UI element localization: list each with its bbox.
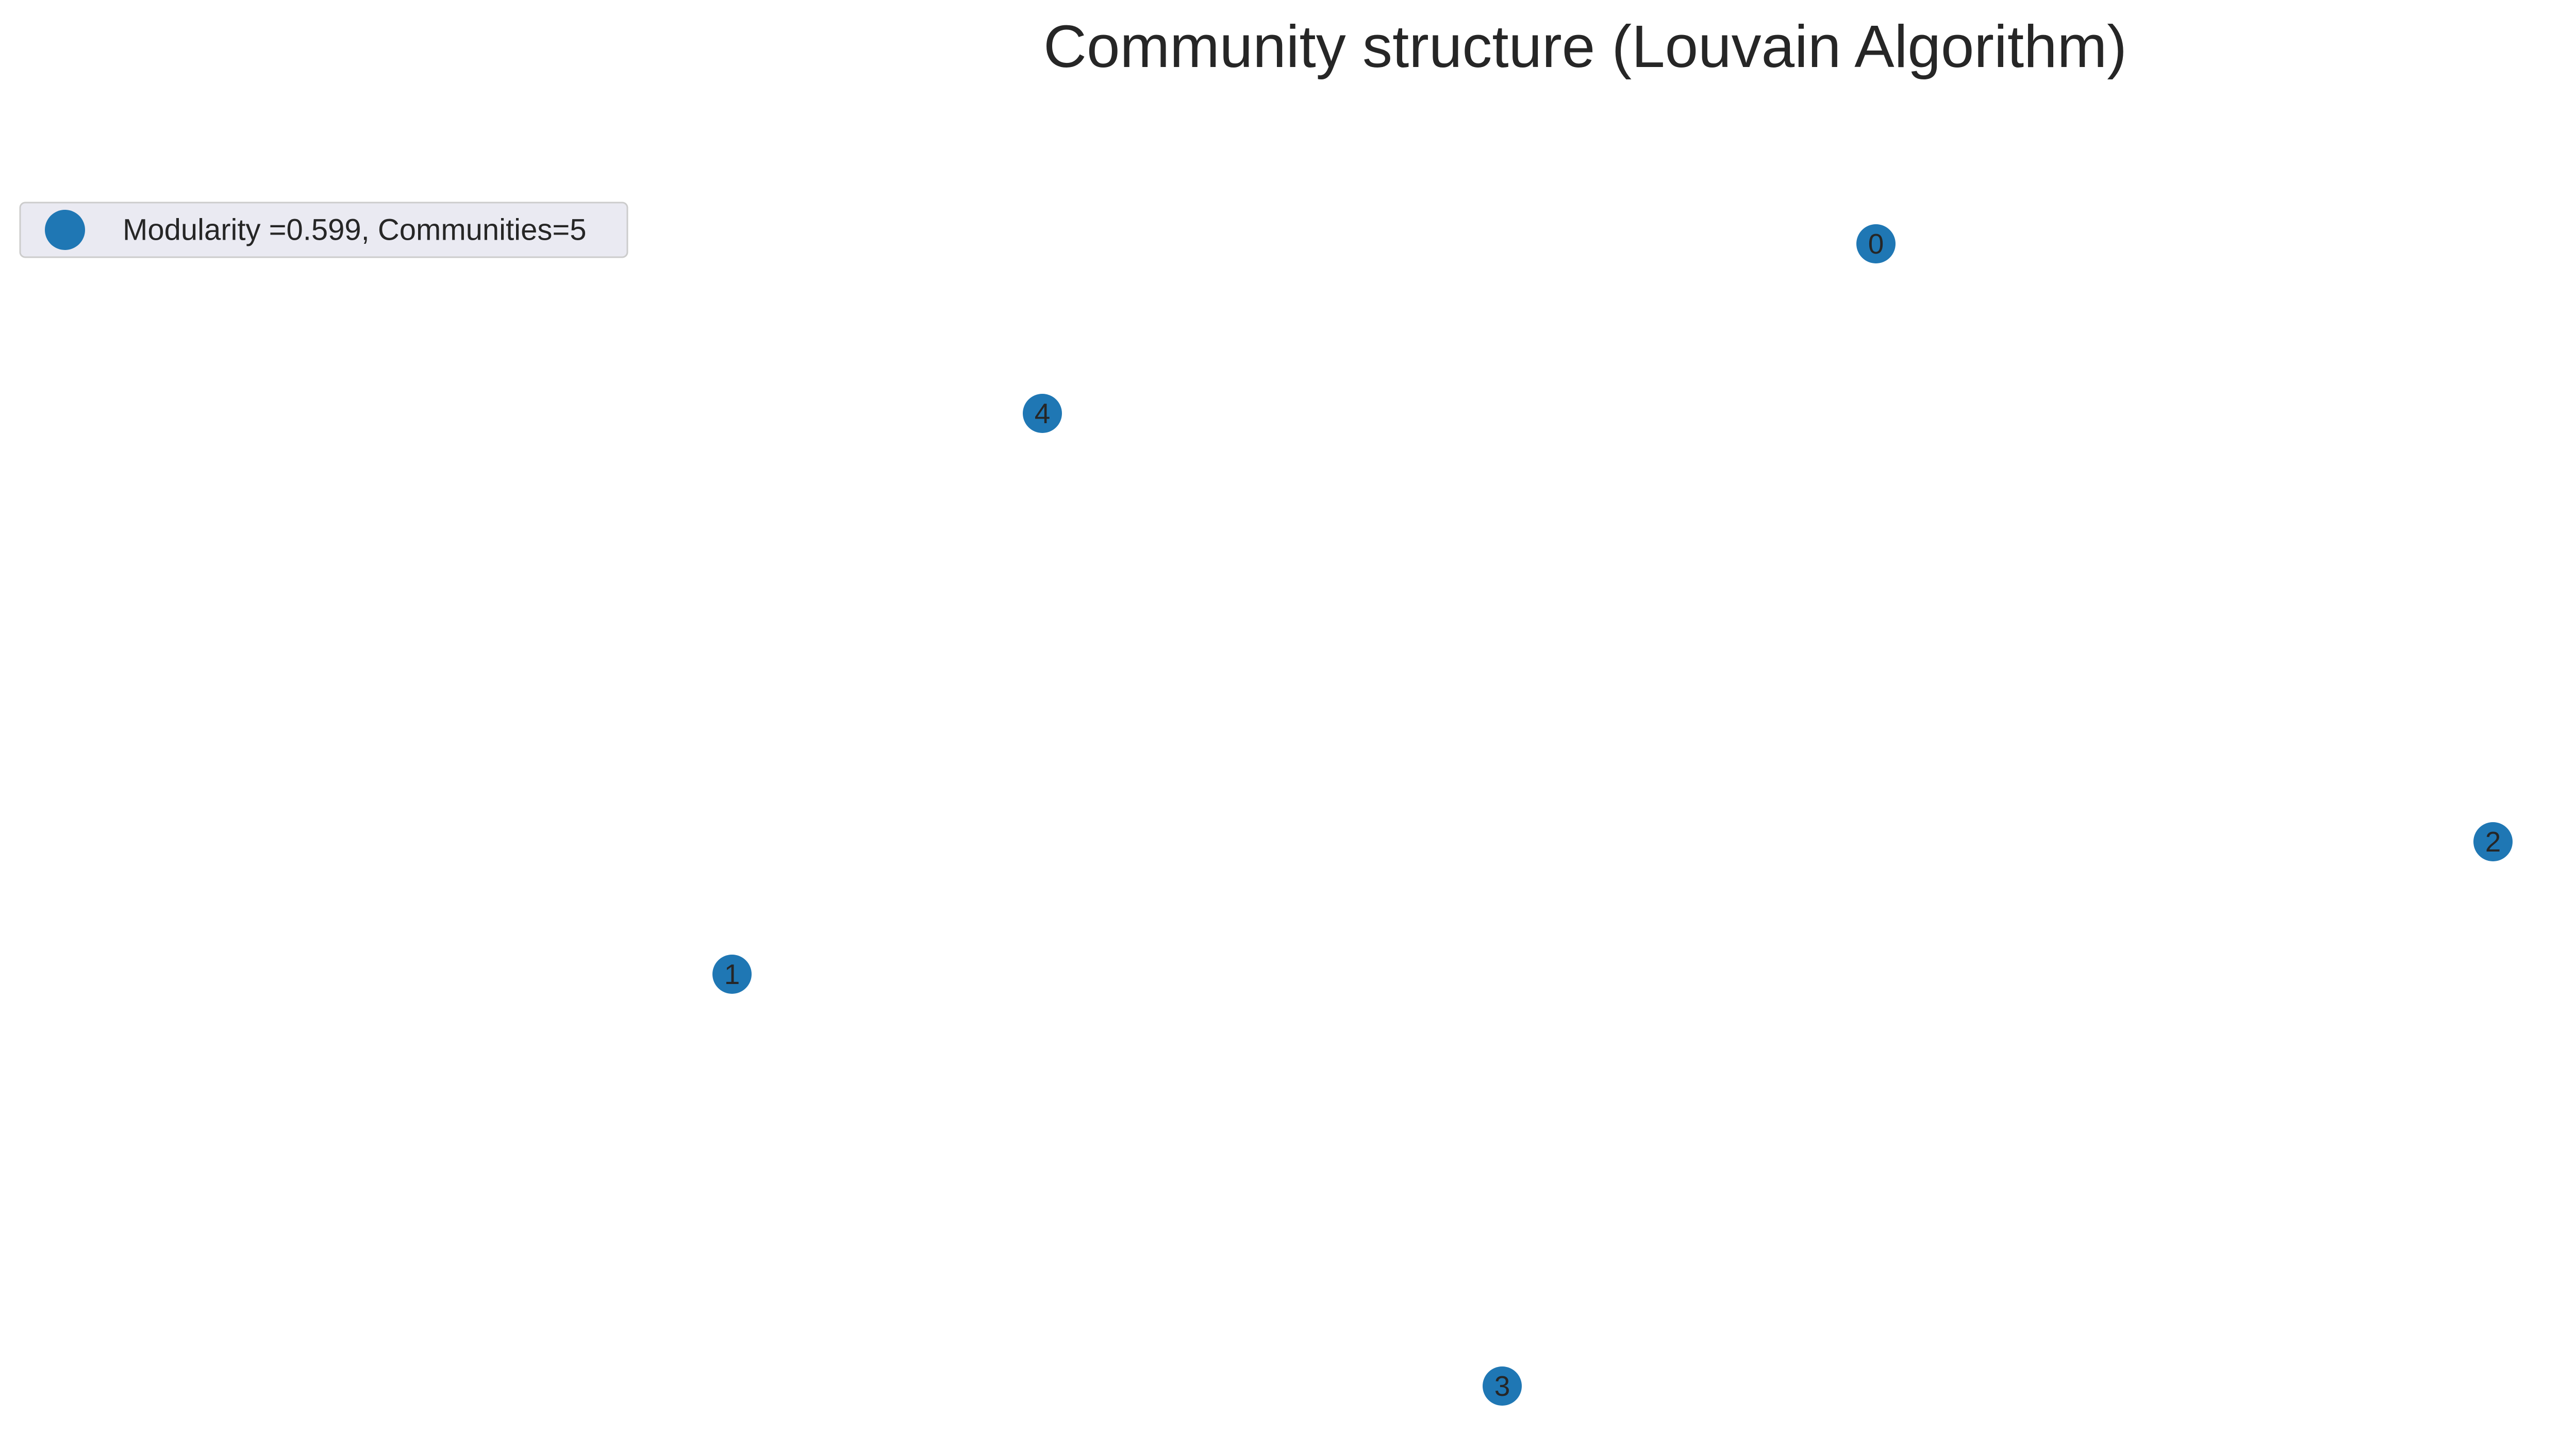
legend-label: Modularity =0.599, Communities=5 — [123, 213, 586, 247]
title: Community structure (Louvain Algorithm) — [1043, 13, 2127, 80]
legend-box — [19, 202, 628, 258]
node — [1483, 1366, 1522, 1406]
node — [1023, 394, 1062, 433]
node-label: 2 — [2485, 826, 2501, 858]
node — [712, 955, 752, 994]
legend: Modularity =0.599, Communities=5 — [19, 202, 628, 258]
node — [1856, 224, 1896, 263]
node-label: 3 — [1494, 1370, 1510, 1402]
legend-marker — [45, 210, 85, 250]
node-label: 0 — [1868, 228, 1884, 260]
node-label: 1 — [724, 958, 740, 990]
node — [2473, 822, 2513, 861]
node-label: 4 — [1035, 397, 1051, 429]
